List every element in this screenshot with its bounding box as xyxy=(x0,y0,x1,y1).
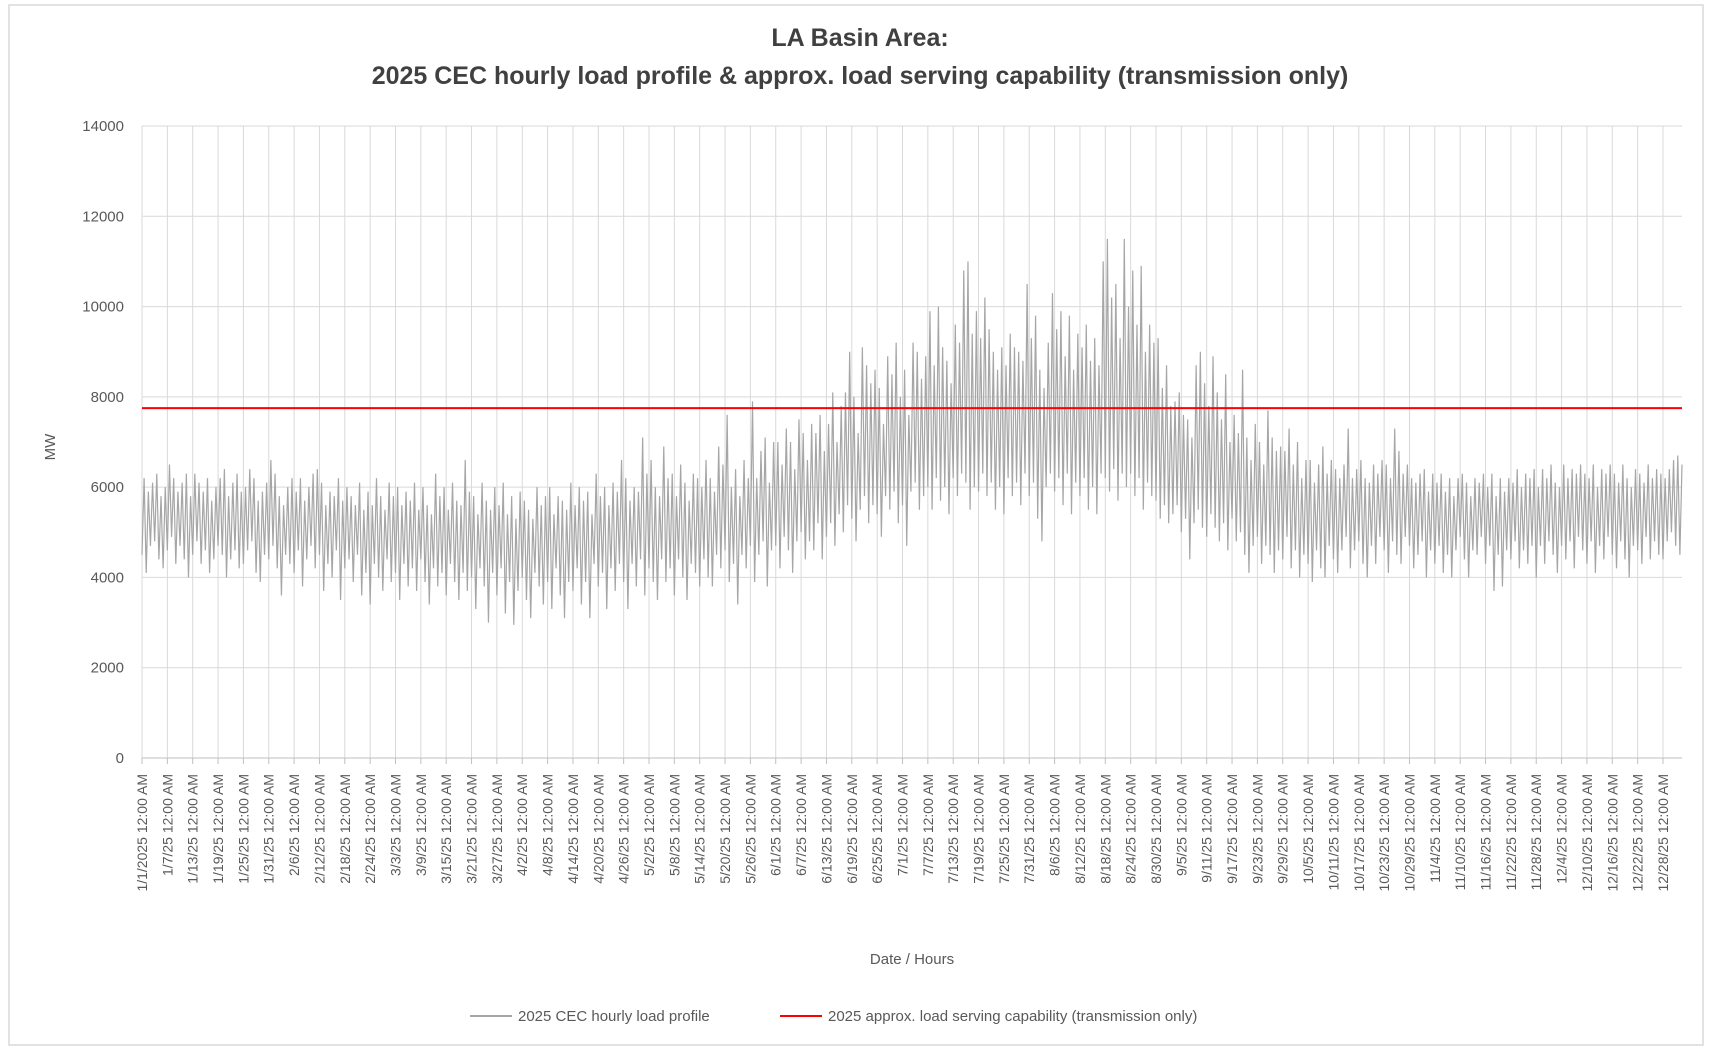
x-tick-label: 11/10/25 12:00 AM xyxy=(1452,774,1468,891)
x-tick-label: 5/14/25 12:00 AM xyxy=(692,774,708,884)
x-tick-label: 6/25/25 12:00 AM xyxy=(869,774,885,884)
x-tick-label: 9/29/25 12:00 AM xyxy=(1275,774,1291,884)
x-tick-label: 6/13/25 12:00 AM xyxy=(818,774,834,884)
x-tick-label: 9/23/25 12:00 AM xyxy=(1249,774,1265,884)
x-tick-label: 10/23/25 12:00 AM xyxy=(1376,774,1392,892)
legend-label: 2025 CEC hourly load profile xyxy=(518,1008,710,1025)
x-tick-label: 4/26/25 12:00 AM xyxy=(616,774,632,884)
x-tick-label: 7/25/25 12:00 AM xyxy=(996,774,1012,884)
y-tick-label: 0 xyxy=(116,750,124,767)
x-tick-label: 10/11/25 12:00 AM xyxy=(1325,774,1341,891)
x-tick-label: 11/16/25 12:00 AM xyxy=(1478,774,1494,891)
x-tick-label: 4/20/25 12:00 AM xyxy=(590,774,606,884)
x-tick-label: 1/1/2025 12:00 AM xyxy=(134,774,150,892)
x-tick-label: 8/12/25 12:00 AM xyxy=(1072,774,1088,884)
x-tick-label: 5/8/25 12:00 AM xyxy=(666,774,682,876)
x-tick-label: 12/28/25 12:00 AM xyxy=(1655,774,1671,892)
x-tick-label: 12/22/25 12:00 AM xyxy=(1630,774,1646,892)
y-tick-label: 12000 xyxy=(82,208,124,225)
x-tick-label: 10/17/25 12:00 AM xyxy=(1351,774,1367,892)
x-tick-label: 1/25/25 12:00 AM xyxy=(235,774,251,884)
y-tick-label: 2000 xyxy=(91,660,124,677)
x-tick-label: 3/27/25 12:00 AM xyxy=(489,774,505,884)
x-tick-label: 5/2/25 12:00 AM xyxy=(641,774,657,876)
x-tick-label: 3/15/25 12:00 AM xyxy=(438,774,454,884)
chart-subtitle: 2025 CEC hourly load profile & approx. l… xyxy=(372,62,1349,90)
y-tick-label: 6000 xyxy=(91,479,124,496)
x-tick-label: 4/2/25 12:00 AM xyxy=(514,774,530,876)
x-tick-label: 1/19/25 12:00 AM xyxy=(210,774,226,884)
x-tick-label: 11/28/25 12:00 AM xyxy=(1528,774,1544,891)
x-tick-label: 12/10/25 12:00 AM xyxy=(1579,774,1595,892)
x-tick-label: 4/8/25 12:00 AM xyxy=(540,774,556,876)
x-tick-label: 6/1/25 12:00 AM xyxy=(768,774,784,876)
x-tick-label: 12/4/25 12:00 AM xyxy=(1554,774,1570,884)
x-tick-label: 2/12/25 12:00 AM xyxy=(311,774,327,884)
x-tick-label: 2/6/25 12:00 AM xyxy=(286,774,302,876)
x-tick-label: 7/19/25 12:00 AM xyxy=(971,774,987,884)
y-tick-label: 10000 xyxy=(82,299,124,316)
x-tick-label: 4/14/25 12:00 AM xyxy=(565,774,581,884)
x-tick-label: 9/11/25 12:00 AM xyxy=(1199,774,1215,883)
chart-title: LA Basin Area: xyxy=(771,24,948,52)
legend: 2025 CEC hourly load profile 2025 approx.… xyxy=(470,1008,1197,1025)
x-tick-label: 9/5/25 12:00 AM xyxy=(1173,774,1189,876)
y-tick-label: 4000 xyxy=(91,569,124,586)
labels: 0 2000 4000 6000 8000 10000 12000 14000 1/1/2025… xyxy=(82,118,1671,892)
x-tick-label: 10/29/25 12:00 AM xyxy=(1401,774,1417,892)
x-tick-label: 3/21/25 12:00 AM xyxy=(464,774,480,884)
x-tick-label: 1/31/25 12:00 AM xyxy=(261,774,277,884)
x-tick-label: 6/7/25 12:00 AM xyxy=(793,774,809,876)
x-tick-label: 3/3/25 12:00 AM xyxy=(387,774,403,876)
x-tick-label: 11/4/25 12:00 AM xyxy=(1427,774,1443,883)
x-tick-label: 2/24/25 12:00 AM xyxy=(362,774,378,884)
plot xyxy=(141,238,1683,625)
x-tick-label: 11/22/25 12:00 AM xyxy=(1503,774,1519,891)
y-axis-label: MW xyxy=(42,433,59,460)
x-tick-label: 8/24/25 12:00 AM xyxy=(1123,774,1139,884)
y-tick-label: 14000 xyxy=(82,118,124,135)
x-tick-label: 8/18/25 12:00 AM xyxy=(1097,774,1113,884)
x-tick-label: 1/7/25 12:00 AM xyxy=(159,774,175,876)
x-tick-label: 6/19/25 12:00 AM xyxy=(844,774,860,884)
legend-label: 2025 approx. load serving capability (tr… xyxy=(828,1008,1197,1025)
x-tick-label: 7/31/25 12:00 AM xyxy=(1021,774,1037,884)
x-tick-label: 3/9/25 12:00 AM xyxy=(413,774,429,876)
x-tick-label: 5/20/25 12:00 AM xyxy=(717,774,733,884)
x-tick-label: 10/5/25 12:00 AM xyxy=(1300,774,1316,884)
x-tick-label: 8/30/25 12:00 AM xyxy=(1148,774,1164,884)
x-tick-label: 1/13/25 12:00 AM xyxy=(185,774,201,884)
grid xyxy=(141,125,1682,764)
x-tick-label: 8/6/25 12:00 AM xyxy=(1047,774,1063,876)
x-tick-label: 2/18/25 12:00 AM xyxy=(337,774,353,884)
x-tick-label: 5/26/25 12:00 AM xyxy=(742,774,758,884)
x-tick-label: 7/1/25 12:00 AM xyxy=(894,774,910,876)
y-tick-label: 8000 xyxy=(91,389,124,406)
x-axis-label: Date / Hours xyxy=(870,951,954,968)
x-tick-label: 9/17/25 12:00 AM xyxy=(1224,774,1240,884)
load-line xyxy=(141,238,1683,625)
x-tick-label: 7/7/25 12:00 AM xyxy=(920,774,936,876)
x-tick-label: 12/16/25 12:00 AM xyxy=(1604,774,1620,892)
x-tick-label: 7/13/25 12:00 AM xyxy=(945,774,961,884)
